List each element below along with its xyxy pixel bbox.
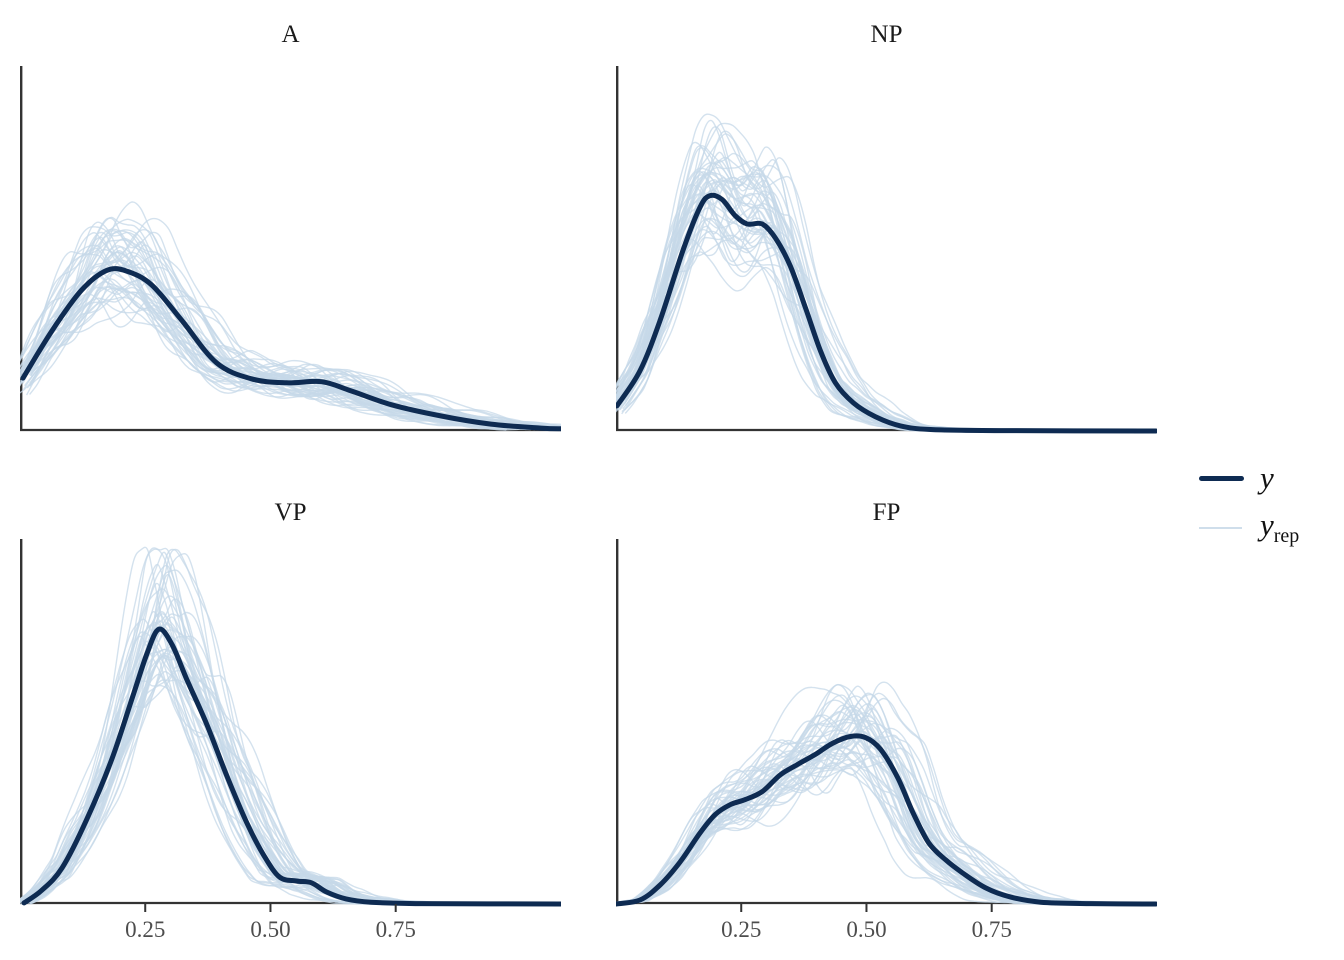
yrep-density-curve [616,744,1135,905]
yrep-curves [20,546,561,905]
facet-panel-fp: 0.25 0.50 0.75 [616,539,1157,942]
facet-title-fp: FP [872,499,901,526]
plot-legend: y yrep [1199,456,1299,550]
yrep-density-curve [624,225,1157,432]
yrep-line-swatch [1199,527,1242,529]
yrep-density-curve [20,620,561,905]
yrep-density-curve [24,229,528,429]
yrep-density-curve [30,230,561,429]
legend-line-y [1199,475,1245,481]
x-tick-label: 0.75 [375,917,416,942]
yrep-curves [20,201,561,431]
y-density-curve [616,733,1157,907]
legend-item-y: y [1199,456,1299,500]
yrep-density-curve [20,272,561,429]
yrep-density-curve [623,176,1157,432]
yrep-density-curve [20,278,561,430]
yrep-density-curve [624,181,1122,432]
yrep-density-curve [26,270,561,430]
y-density-curve [21,626,561,907]
x-tick-label: 0.50 [250,917,291,942]
density-plot-fp [616,539,1157,912]
x-tick-label: 0.50 [846,917,887,942]
yrep-density-curve [616,229,1157,432]
yrep-density-curve [20,245,561,429]
yrep-density-curve [20,286,527,431]
y-curve-group [20,266,561,432]
y-curve-group [21,626,561,907]
yrep-density-curve [20,229,506,430]
y-line-swatch [1199,475,1244,481]
yrep-density-curve [29,279,561,427]
yrep-density-curve [621,226,1148,432]
yrep-density-curve [616,156,1157,432]
facet-title-vp: VP [274,499,307,526]
yrep-density-curve [30,228,561,427]
x-tick-label: 0.75 [971,917,1012,942]
density-plot-vp [20,539,561,912]
legend-item-y-rep: yrep [1199,506,1299,550]
yrep-density-curve [20,270,561,429]
yrep-density-curve [21,611,561,905]
yrep-density-curve [20,251,561,430]
y-curve-group [616,733,1157,907]
yrep-density-curve [616,234,1157,432]
yrep-density-curve [616,188,1157,432]
yrep-density-curve [616,735,1149,905]
density-plot-a [20,66,561,432]
x-tick-label: 0.25 [125,917,166,942]
y-density-curve [20,266,561,432]
facet-panel-a [20,66,561,447]
legend-label-y: y [1260,460,1274,495]
x-tick-label: 0.25 [721,917,762,942]
yrep-density-curve [617,122,1130,432]
facet-panel-vp: 0.25 0.50 0.75 [20,539,561,942]
yrep-density-curve [616,708,1157,905]
yrep-density-curve [20,291,561,430]
yrep-density-curve [619,218,1145,432]
yrep-density-curve [20,273,533,430]
yrep-density-curve [616,173,1125,432]
yrep-density-curve [616,193,1157,432]
y-density-curve [616,192,1157,434]
facet-title-a: A [281,21,300,48]
yrep-curves [616,113,1157,432]
facet-panel-np [616,66,1157,447]
legend-label-y-rep: yrep [1260,507,1300,548]
yrep-density-curve [29,279,561,428]
legend-line-y-rep [1199,527,1245,529]
y-curve-group [616,192,1157,434]
yrep-curves [616,681,1157,905]
yrep-density-curve [21,610,538,905]
yrep-density-curve [620,683,1116,905]
yrep-density-curve [20,251,533,429]
facet-title-np: NP [870,21,903,48]
yrep-density-curve [624,119,1138,432]
yrep-density-curve [616,703,1157,905]
yrep-density-curve [20,241,531,429]
yrep-density-curve [27,551,561,905]
density-plot-np [616,66,1157,434]
